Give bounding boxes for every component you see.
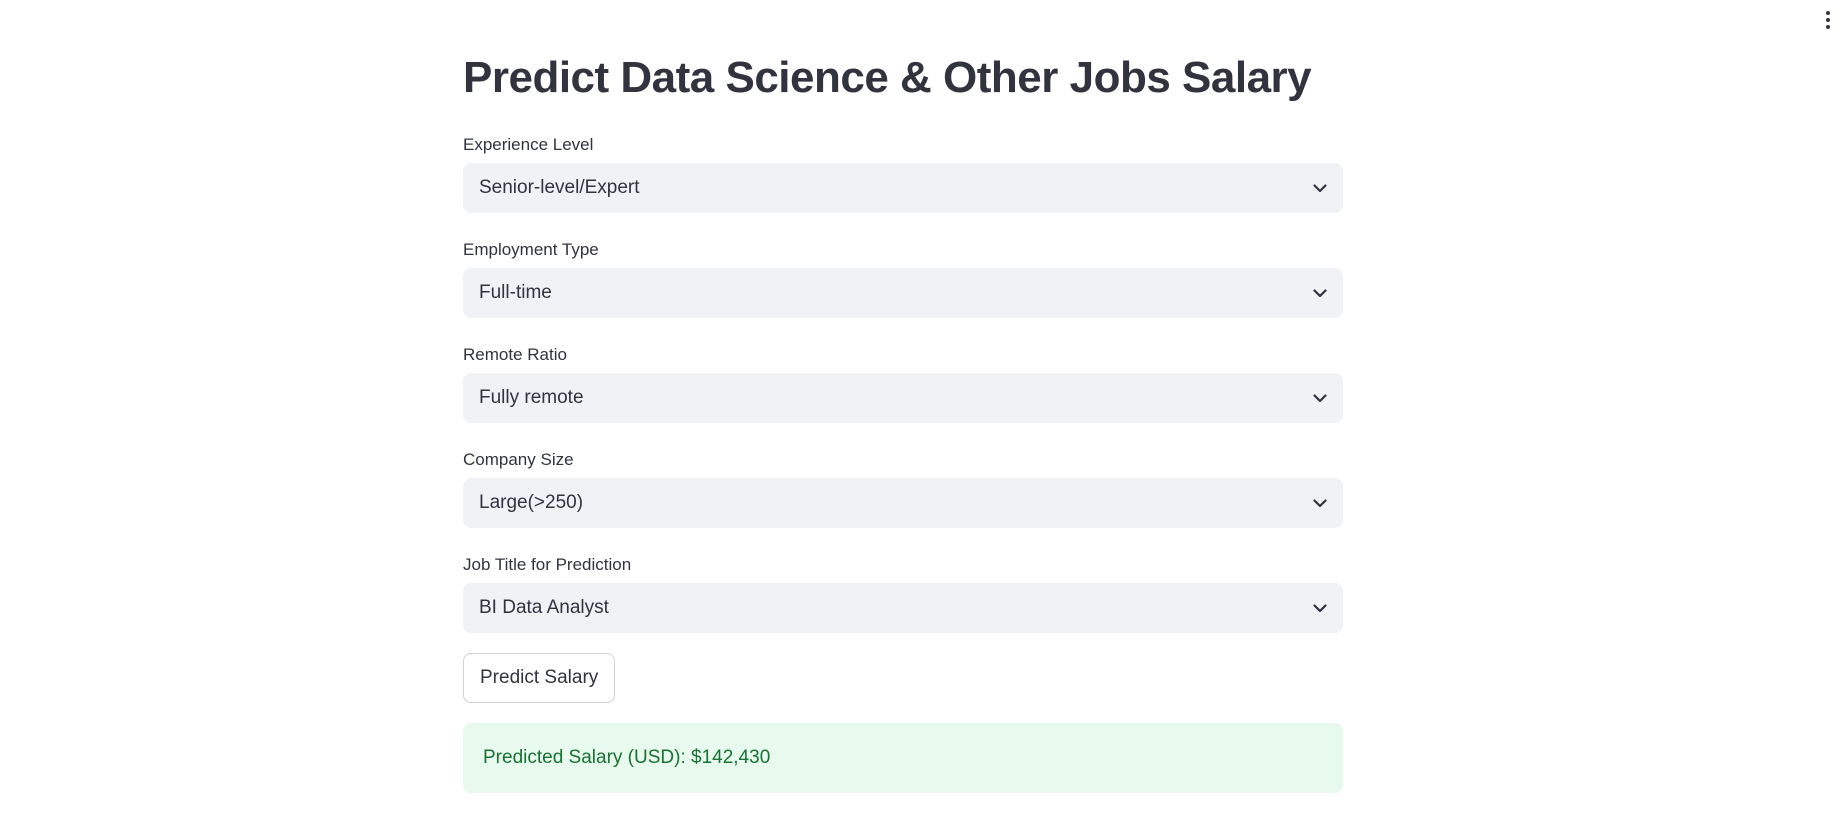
company-size-select[interactable]: Large(>250) <box>463 478 1343 528</box>
remote-ratio-select[interactable]: Fully remote <box>463 373 1343 423</box>
chevron-down-icon <box>1313 183 1327 193</box>
experience-level-select[interactable]: Senior-level/Expert <box>463 163 1343 213</box>
chevron-down-icon <box>1313 288 1327 298</box>
prediction-result-text: Predicted Salary (USD): $142,430 <box>483 747 771 768</box>
company-size-label: Company Size <box>463 450 574 469</box>
job-title-select[interactable]: BI Data Analyst <box>463 583 1343 633</box>
prediction-result-alert: Predicted Salary (USD): $142,430 <box>463 723 1343 793</box>
remote-ratio-value: Fully remote <box>479 387 584 408</box>
remote-ratio-label: Remote Ratio <box>463 345 567 364</box>
job-title-label: Job Title for Prediction <box>463 555 632 574</box>
chevron-down-icon <box>1313 603 1327 613</box>
more-vertical-icon <box>1826 11 1830 15</box>
experience-level-value: Senior-level/Expert <box>479 177 640 198</box>
predict-salary-button[interactable]: Predict Salary <box>463 653 616 703</box>
more-vertical-icon-dot <box>1826 18 1830 22</box>
main-menu-button[interactable] <box>1820 8 1836 32</box>
employment-type-select[interactable]: Full-time <box>463 268 1343 318</box>
experience-level-label: Experience Level <box>463 135 594 154</box>
chevron-down-icon <box>1313 393 1327 403</box>
company-size-value: Large(>250) <box>479 492 584 513</box>
job-title-value: BI Data Analyst <box>479 597 609 618</box>
more-vertical-icon-dot <box>1826 25 1830 29</box>
page-title: Predict Data Science & Other Jobs Salary <box>463 53 1312 102</box>
employment-type-value: Full-time <box>479 282 552 303</box>
chevron-down-icon <box>1313 498 1327 508</box>
employment-type-label: Employment Type <box>463 240 599 259</box>
